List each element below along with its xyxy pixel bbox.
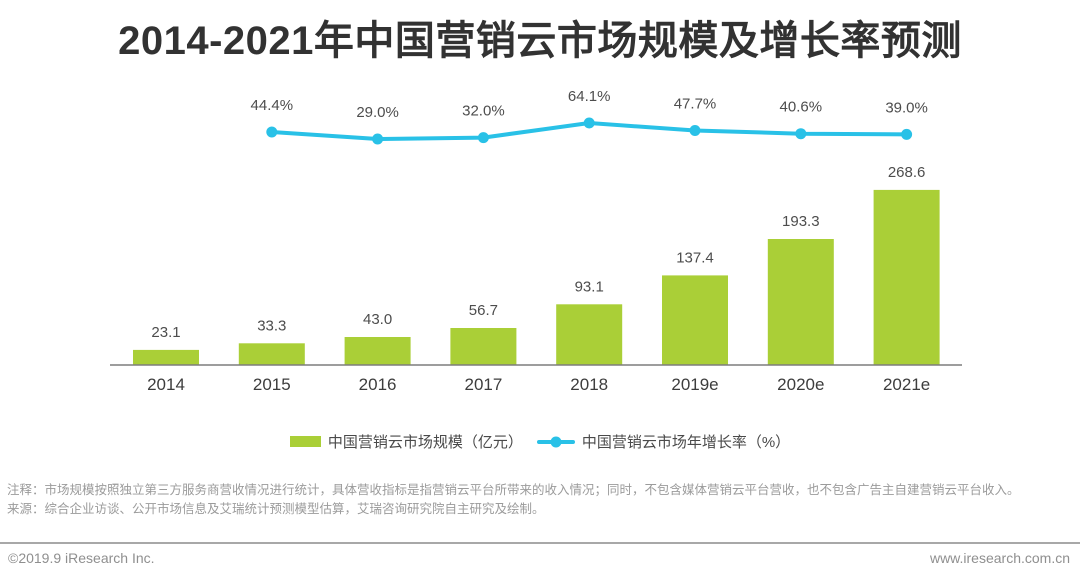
x-axis-label-2017: 2017 — [464, 375, 502, 394]
growth-point-2019e — [689, 125, 701, 136]
bar-value-label-2018: 93.1 — [575, 278, 604, 295]
copyright-text: ©2019.9 iResearch Inc. — [8, 550, 155, 566]
legend-label-market-size: 中国营销云市场规模（亿元） — [327, 434, 523, 451]
footer-divider — [0, 542, 1080, 544]
bar-series-swatch — [289, 436, 321, 447]
x-axis-label-2016: 2016 — [359, 375, 397, 394]
bar-value-label-2020e: 193.3 — [782, 213, 820, 230]
chart-notes: 注释：市场规模按照独立第三方服务商营收情况进行统计，具体营收指标是指营销云平台所… — [7, 481, 1073, 519]
x-axis-label-2014: 2014 — [147, 375, 185, 394]
growth-value-label-2019e: 47.7% — [674, 96, 717, 113]
bar-2018 — [556, 304, 623, 365]
bar-value-label-2016: 43.0 — [363, 311, 392, 328]
growth-value-label-2016: 29.0% — [356, 104, 399, 121]
chart-title: 2014-2021年中国营销云市场规模及增长率预测 — [118, 19, 962, 63]
bar-2015 — [238, 343, 305, 365]
bar-2014 — [133, 349, 199, 365]
growth-value-label-2017: 32.0% — [462, 103, 505, 120]
bar-value-label-2019e: 137.4 — [676, 249, 714, 266]
bar-value-label-2017: 56.7 — [469, 302, 498, 319]
x-axis-label-2021e: 2021e — [883, 375, 930, 394]
bar-2017 — [450, 328, 517, 365]
growth-point-2017 — [477, 132, 489, 144]
chart-legend: 中国营销云市场规模（亿元） 中国营销云市场年增长率（%） — [0, 431, 1080, 452]
bar-2019e — [662, 275, 728, 365]
growth-point-2020e — [795, 128, 807, 140]
bar-value-label-2021e: 268.6 — [888, 164, 926, 181]
growth-point-2018 — [583, 117, 595, 129]
x-axis-label-2018: 2018 — [570, 375, 608, 394]
bar-value-label-2015: 33.3 — [257, 317, 286, 334]
note-source: 来源：综合企业访谈、公开市场信息及艾瑞统计预测模型估算，艾瑞咨询研究院自主研究及… — [7, 502, 545, 516]
growth-value-label-2020e: 40.6% — [780, 99, 823, 116]
growth-value-label-2018: 64.1% — [568, 88, 611, 105]
bar-value-label-2014: 23.1 — [151, 324, 180, 341]
bar-2021e — [873, 189, 940, 365]
note-annotation: 注释：市场规模按照独立第三方服务商营收情况进行统计，具体营收指标是指营销云平台所… — [7, 483, 1020, 497]
x-axis-label-2020e: 2020e — [777, 375, 824, 394]
growth-value-label-2015: 44.4% — [251, 97, 294, 114]
growth-value-label-2021e: 39.0% — [885, 99, 928, 116]
growth-point-2015 — [266, 126, 278, 138]
growth-point-2021e — [901, 128, 913, 140]
website-link[interactable]: www.iresearch.com.cn — [929, 550, 1070, 566]
legend-label-growth-rate: 中国营销云市场年增长率（%） — [581, 434, 791, 451]
bar-2016 — [344, 337, 411, 365]
line-series-dot — [550, 436, 562, 447]
line-series-swatch — [536, 436, 575, 447]
legend-item-growth-rate: 中国营销云市场年增长率（%） — [536, 431, 791, 452]
legend-item-market-size: 中国营销云市场规模（亿元） — [289, 431, 523, 452]
bar-2020e — [767, 239, 834, 365]
market-size-growth-chart: 23.1 2014 33.3 2015 43.0 2016 56.7 2017 93.1 2018… — [110, 88, 962, 394]
x-axis-label-2015: 2015 — [253, 375, 291, 394]
growth-point-2016 — [372, 133, 384, 145]
x-axis-label-2019e: 2019e — [671, 375, 718, 394]
